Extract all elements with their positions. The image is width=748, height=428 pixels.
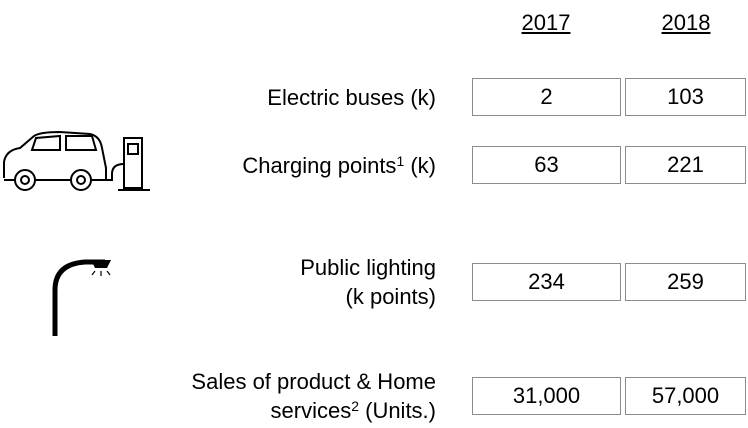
- row-label: Sales of product & Home services2 (Units.…: [16, 356, 436, 428]
- label-line: Charging points1 (k): [242, 151, 436, 180]
- label-text: (k): [404, 152, 436, 178]
- footnote-marker: 1: [396, 152, 405, 169]
- label-line: (k points): [346, 282, 436, 311]
- label-text: Electric buses (k): [267, 84, 436, 110]
- value-box: 2: [472, 78, 621, 116]
- value-box: 31,000: [472, 377, 621, 415]
- row-label: Electric buses (k): [16, 57, 436, 137]
- label-line: services2 (Units.): [271, 396, 436, 425]
- value-box: 221: [625, 146, 746, 184]
- value-box: 63: [472, 146, 621, 184]
- footnote-marker: 2: [351, 398, 359, 414]
- row-label: Charging points1 (k): [16, 125, 436, 205]
- street-lamp-icon: [52, 259, 111, 336]
- row-label: Public lighting (k points): [16, 242, 436, 322]
- label-text: (k points): [345, 284, 436, 309]
- value-box: 57,000: [625, 377, 746, 415]
- value-box: 103: [625, 78, 746, 116]
- label-line: Sales of product & Home: [191, 367, 436, 396]
- label-text: (Units.): [359, 398, 436, 423]
- label-text: services: [270, 398, 352, 423]
- label-text: Sales of product & Home: [191, 369, 436, 394]
- label-line: Public lighting: [300, 253, 436, 282]
- year-header: 2017: [521, 10, 571, 35]
- label-line: Electric buses (k): [267, 83, 436, 112]
- car-charger-icon: [3, 130, 150, 191]
- label-text: Public lighting: [300, 255, 436, 280]
- value-box: 259: [625, 263, 746, 301]
- value-box: 234: [472, 263, 621, 301]
- label-text: Charging points: [242, 152, 397, 178]
- year-header: 2018: [661, 10, 711, 35]
